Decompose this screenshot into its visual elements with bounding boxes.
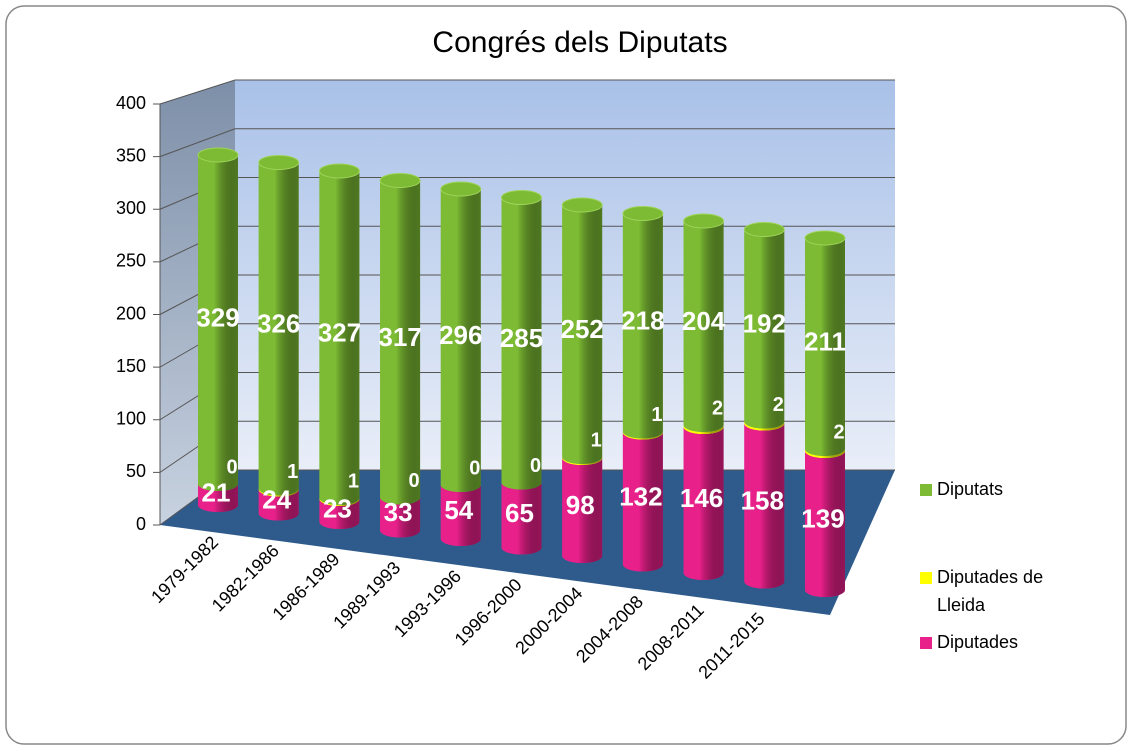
legend-label: Diputades (937, 632, 1018, 652)
legend-label: Diputades de Lleida (937, 567, 1043, 615)
value-label: 211 (804, 326, 846, 356)
cylinder-shade (440, 485, 481, 546)
cylinder-shade (683, 425, 724, 435)
value-label: 2 (712, 397, 723, 419)
cylinder-top (440, 181, 482, 197)
value-label: 146 (680, 483, 723, 513)
cylinder-shade (198, 484, 238, 512)
cylinder-shade (683, 221, 724, 432)
y-tick-label: 400 (116, 93, 146, 113)
value-label: 296 (439, 320, 482, 350)
chart-title: Congrés dels Diputats (432, 26, 727, 59)
cylinder-shade (380, 497, 421, 538)
cylinder-shade (501, 482, 542, 555)
legend-line: Lleida (937, 595, 986, 615)
value-label: 204 (682, 306, 726, 336)
cylinder-top (561, 197, 603, 213)
cylinder-top (804, 230, 846, 246)
cylinder-shade (562, 458, 603, 563)
cylinder-shade (805, 238, 845, 456)
value-label: 139 (801, 503, 844, 533)
y-tick-label: 100 (116, 409, 146, 429)
value-label: 326 (257, 308, 300, 338)
cylinder-shade (258, 162, 299, 496)
cylinder-shade (501, 197, 542, 490)
value-label: 1 (287, 461, 298, 483)
grid-line (159, 79, 895, 105)
cylinder-top (379, 173, 421, 188)
value-label: 1 (591, 429, 602, 451)
cylinder-shade (440, 189, 481, 493)
cylinder-top (318, 163, 360, 179)
cylinder-top (258, 155, 300, 170)
cylinder-top (622, 206, 664, 221)
cylinder-shade (683, 427, 724, 580)
legend-swatch (920, 572, 932, 584)
legend-swatch (920, 484, 932, 496)
value-label: 54 (444, 495, 473, 525)
value-label: 192 (743, 308, 786, 338)
y-tick-label: 300 (116, 198, 146, 218)
value-label: 2 (773, 394, 784, 416)
value-label: 252 (561, 314, 604, 344)
value-label: 33 (384, 497, 413, 527)
y-tick-label: 150 (116, 356, 146, 376)
value-label: 0 (469, 457, 480, 479)
cylinder-shade (622, 213, 663, 439)
value-label: 23 (323, 493, 352, 523)
y-tick-label: 50 (126, 461, 146, 481)
grid-line (159, 128, 895, 158)
legend-line: Diputades de (937, 567, 1043, 587)
cylinder-shade (319, 171, 360, 505)
cylinder-shade (319, 499, 360, 529)
cylinder-shade (622, 432, 663, 572)
y-tick-label: 350 (116, 145, 146, 165)
cylinder-top (683, 213, 725, 229)
legend-label: Diputats (937, 479, 1003, 499)
cylinder-shade (744, 421, 785, 431)
value-label: 1 (348, 470, 359, 492)
cylinder-shade (805, 449, 845, 458)
value-label: 2 (833, 421, 844, 443)
cylinder-shade (380, 180, 421, 505)
value-label: 21 (202, 477, 231, 507)
value-label: 24 (262, 484, 291, 514)
value-label: 327 (318, 317, 361, 347)
value-label: 0 (226, 456, 237, 478)
value-label: 0 (409, 470, 420, 492)
cylinder-shade (198, 155, 238, 491)
value-label: 132 (619, 481, 662, 511)
value-label: 98 (566, 490, 595, 520)
value-label: 0 (530, 455, 541, 477)
value-label: 1 (651, 404, 662, 426)
value-label: 285 (500, 323, 543, 353)
y-tick-label: 200 (116, 303, 146, 323)
legend-swatch (920, 637, 932, 649)
cylinder-shade (258, 489, 299, 521)
cylinder-top (501, 190, 542, 205)
value-label: 65 (505, 498, 534, 528)
y-tick-label: 250 (116, 251, 146, 271)
value-label: 317 (378, 322, 421, 352)
cylinder-shade (744, 423, 785, 589)
value-label: 158 (741, 485, 784, 515)
cylinder-top (197, 147, 239, 163)
cylinder-shade (805, 451, 845, 597)
value-label: 218 (621, 305, 664, 335)
y-tick-label: 0 (136, 514, 146, 534)
value-label: 329 (196, 302, 239, 332)
cylinder-shade (744, 229, 785, 429)
cylinder-shade (562, 205, 603, 465)
cylinder-top (743, 222, 785, 237)
